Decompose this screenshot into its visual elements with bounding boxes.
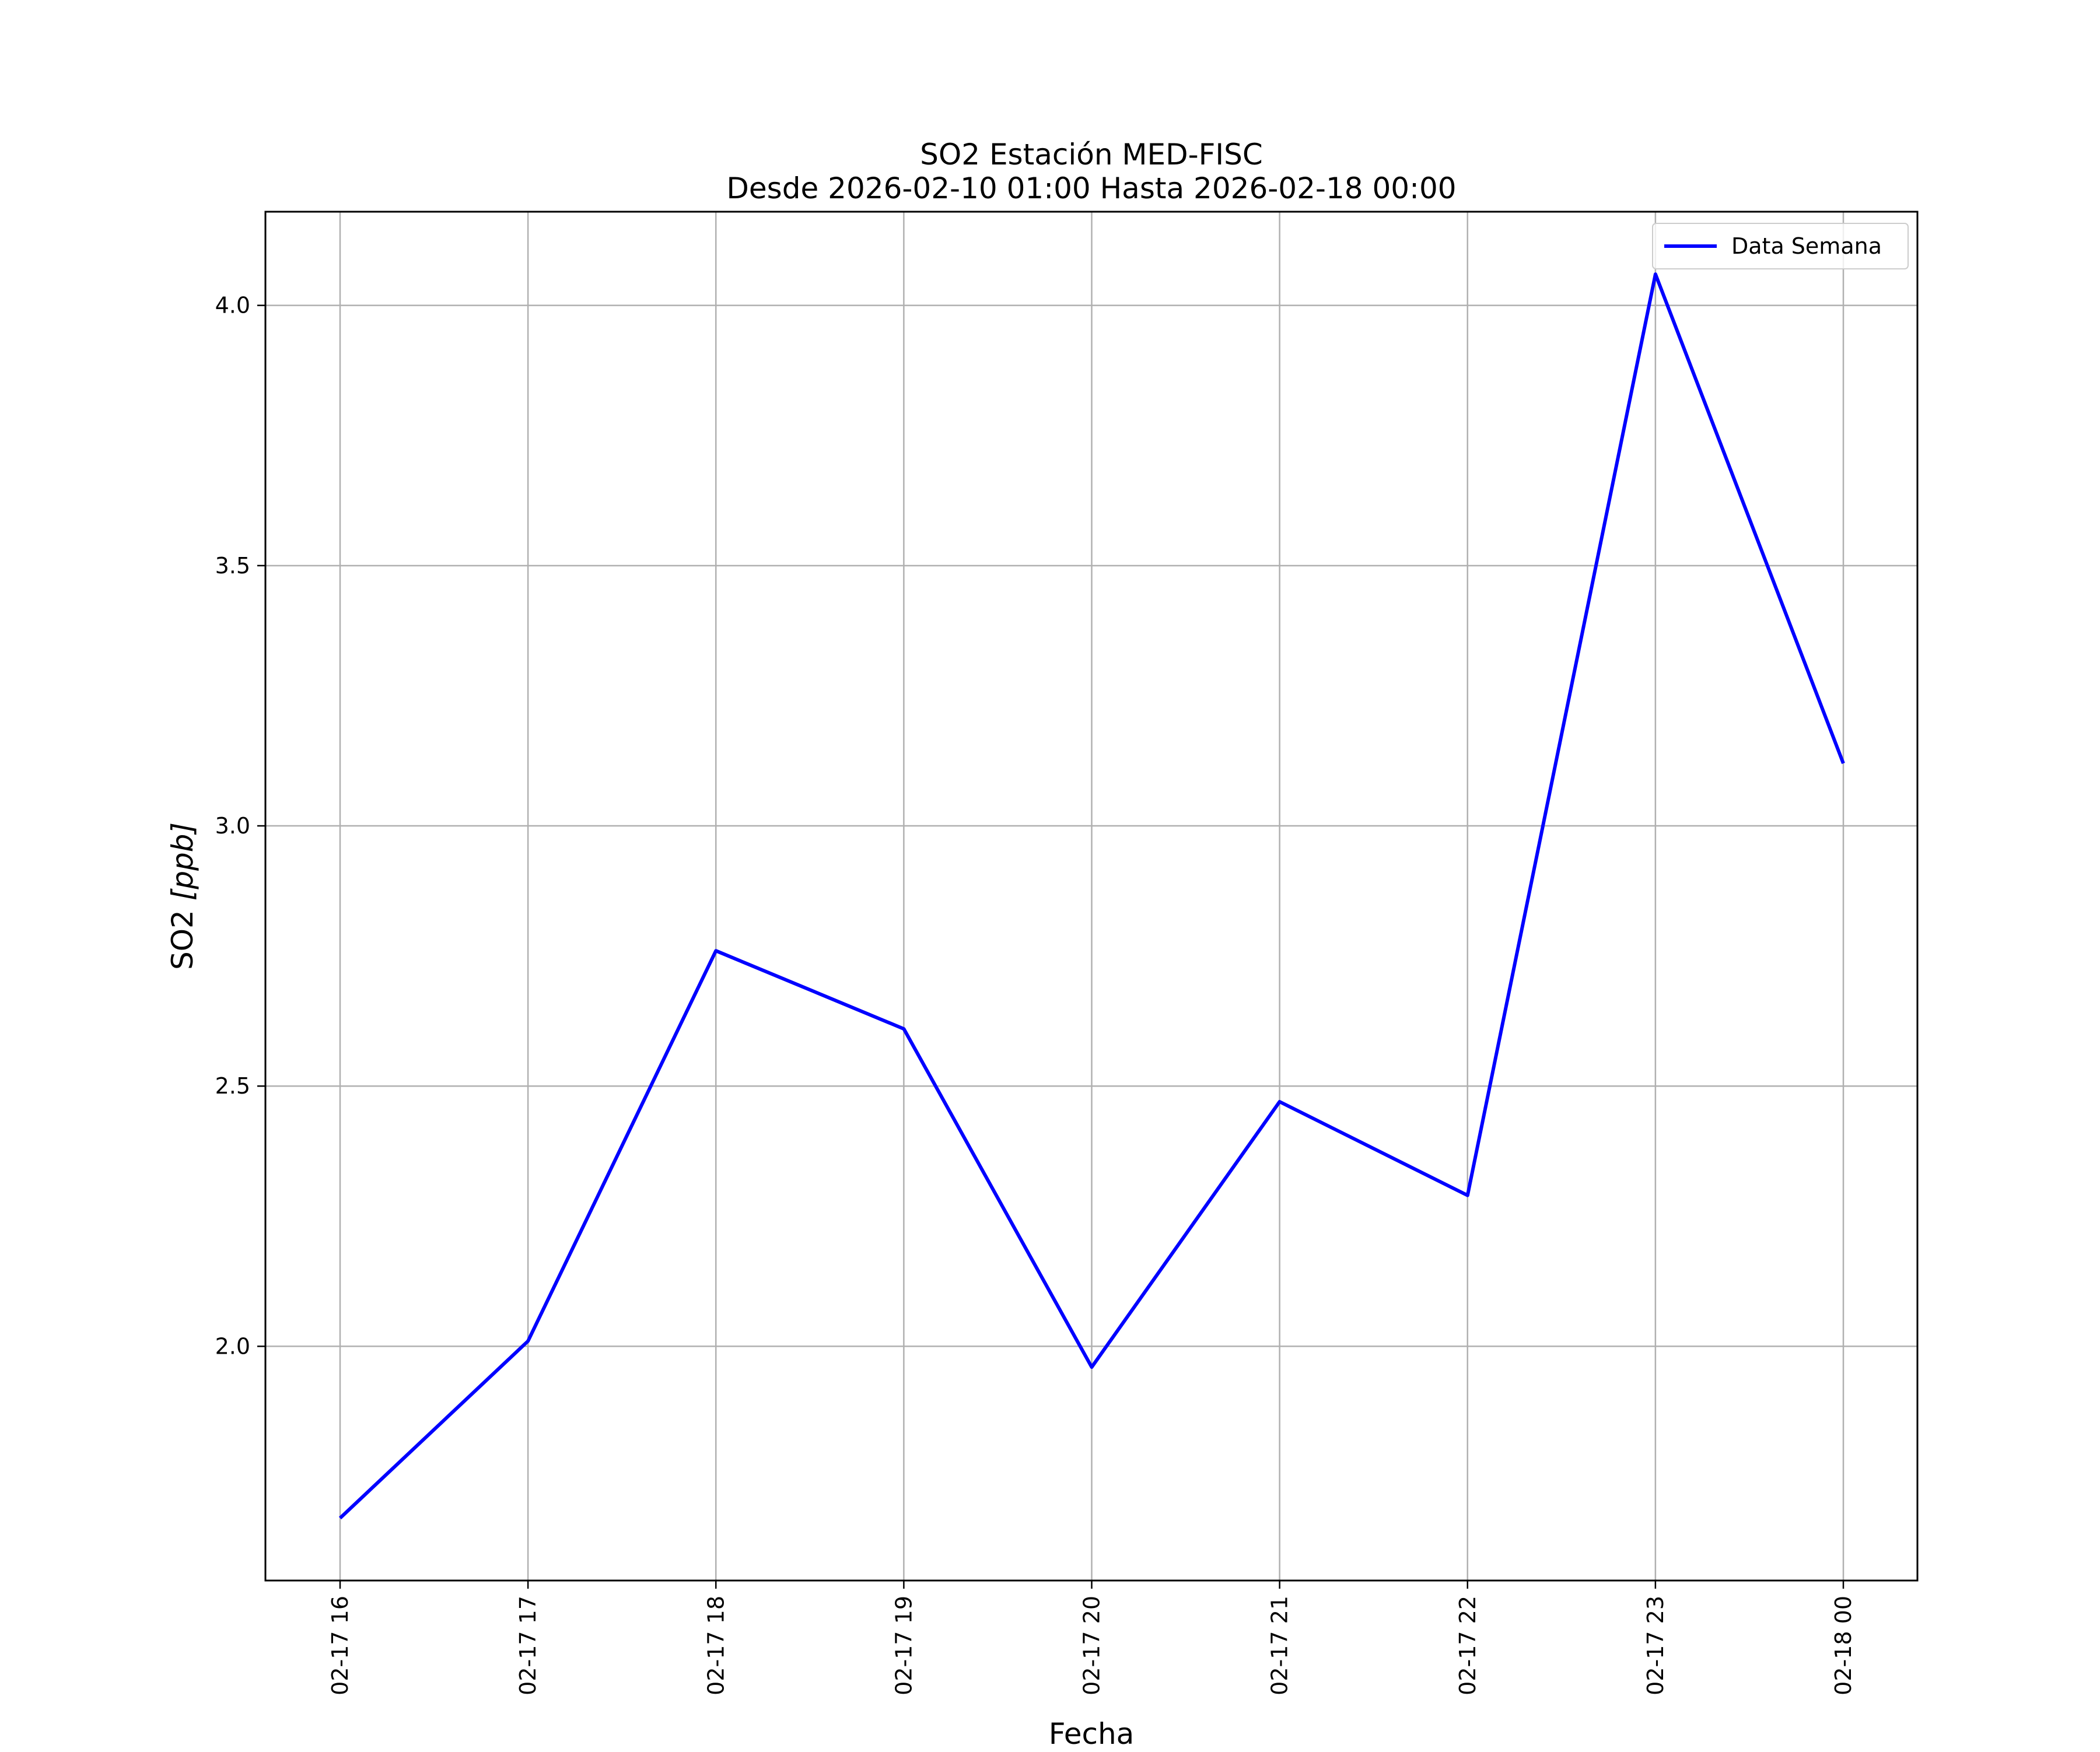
x-tick-label: 02-18 00 <box>1831 1596 1856 1695</box>
series-line-1 <box>338 272 1845 1520</box>
chart-title: SO2 Estación MED-FISC <box>920 138 1263 171</box>
y-axis-label-unit: [ppb] <box>166 822 200 900</box>
series-layer <box>338 272 1845 1520</box>
legend: Data Semana <box>1652 223 1909 269</box>
y-axis-label: SO2 [ppb] <box>166 822 200 970</box>
y-tick-label: 3.0 <box>215 813 250 839</box>
x-tick-label: 02-17 18 <box>703 1596 729 1695</box>
axis-ticks: 02-17 16 02-17 17 02-17 18 02-17 19 02-17 20… <box>215 293 1856 1695</box>
x-tick-label: 02-17 16 <box>327 1596 353 1695</box>
x-tick-label: 02-17 21 <box>1267 1596 1293 1695</box>
x-tick-label: 02-17 17 <box>515 1596 541 1695</box>
x-tick-label: 02-17 20 <box>1079 1596 1105 1695</box>
x-axis-label: Fecha <box>1049 1717 1135 1750</box>
x-tick-label: 02-17 19 <box>891 1596 916 1695</box>
grid-lines <box>265 212 1917 1581</box>
legend-label: Data Semana <box>1731 233 1882 259</box>
legend-box <box>1652 223 1909 269</box>
x-tick-label: 02-17 22 <box>1455 1596 1480 1695</box>
x-tick-label: 02-17 23 <box>1643 1596 1668 1695</box>
y-tick-label: 2.0 <box>215 1333 250 1359</box>
y-tick-label: 3.5 <box>215 553 250 579</box>
y-tick-label: 2.5 <box>215 1073 250 1099</box>
y-tick-label: 4.0 <box>215 293 250 318</box>
chart-subtitle: Desde 2026-02-10 01:00 Hasta 2026-02-18 … <box>726 171 1456 205</box>
y-axis-label-main: SO2 <box>166 900 200 970</box>
